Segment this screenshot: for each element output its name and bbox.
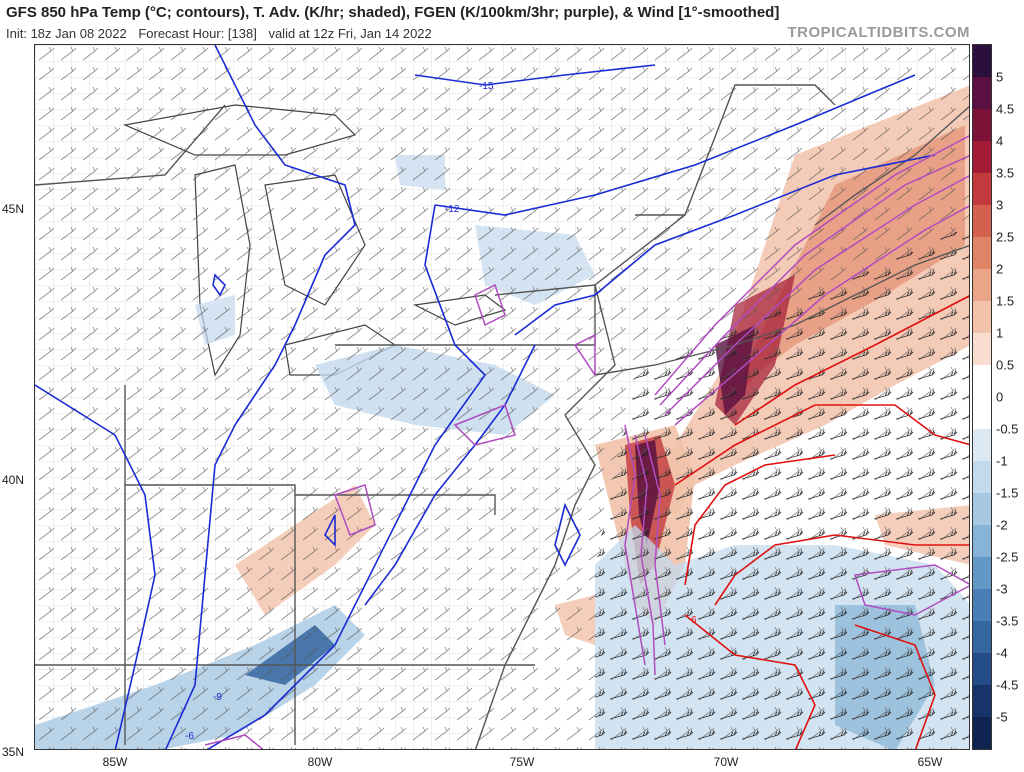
contour-label-minus9: -9	[213, 692, 222, 703]
color-scale-label: -3	[996, 581, 1008, 597]
color-scale-label: -5	[996, 709, 1008, 725]
color-scale-segment	[973, 461, 991, 494]
color-scale-label: -4	[996, 645, 1008, 661]
color-scale-segment	[973, 685, 991, 718]
color-scale-label: -4.5	[996, 677, 1019, 693]
lat-label-35n: 35N	[2, 745, 25, 759]
color-scale-label: 3.5	[996, 165, 1015, 181]
color-scale-label: 4	[996, 133, 1004, 149]
color-scale-label: 0.5	[996, 357, 1015, 373]
color-scale-label: -0.5	[996, 421, 1019, 437]
map-subtitle: Init: 18z Jan 08 2022 Forecast Hour: [13…	[6, 26, 440, 41]
weather-map: -15 -12 -9 -6 6	[34, 44, 970, 750]
color-scale-label: -2	[996, 517, 1008, 533]
color-scale-label: 3	[996, 197, 1004, 213]
color-scale-segment	[973, 109, 991, 142]
init-time: Init: 18z Jan 08 2022	[6, 26, 127, 41]
valid-time: valid at 12z Fri, Jan 14 2022	[268, 26, 432, 41]
color-scale-label: 0	[996, 389, 1004, 405]
frontogenesis-contours	[204, 135, 969, 749]
color-scale-segment	[973, 429, 991, 462]
contour-label-plus6: 6	[691, 615, 697, 626]
site-watermark: TROPICALTIDBITS.COM	[787, 24, 970, 41]
color-scale-label: -1.5	[996, 485, 1019, 501]
color-scale-label: -1	[996, 453, 1008, 469]
lat-label-45n: 45N	[2, 202, 25, 216]
lon-label-70w: 70W	[713, 755, 739, 769]
color-scale-segment	[973, 301, 991, 334]
contour-label-minus15: -15	[479, 81, 494, 92]
political-borders	[35, 84, 969, 749]
warm-temp-contours	[674, 295, 969, 749]
color-scale-label: 2.5	[996, 229, 1015, 245]
color-scale-label: 4.5	[996, 101, 1015, 117]
color-scale-segment	[973, 269, 991, 302]
forecast-hour: Forecast Hour: [138]	[138, 26, 257, 41]
lon-label-65w: 65W	[917, 755, 943, 769]
color-scale-segment	[973, 397, 991, 430]
color-scale-segment	[973, 365, 991, 398]
color-scale-segment	[973, 493, 991, 526]
color-scale-segment	[973, 77, 991, 110]
cold-temp-contours	[35, 45, 936, 749]
color-scale-segment	[973, 333, 991, 366]
color-scale-segment	[973, 621, 991, 654]
color-scale-segment	[973, 237, 991, 270]
color-scale-bar	[972, 44, 992, 750]
color-scale-segment	[973, 205, 991, 238]
color-scale-segment	[973, 589, 991, 622]
lon-label-85w: 85W	[102, 755, 128, 769]
contour-label-minus6: -6	[185, 731, 194, 742]
contour-label-minus12: -12	[445, 204, 460, 215]
color-scale-label: -3.5	[996, 613, 1019, 629]
color-scale-label: 2	[996, 261, 1004, 277]
color-scale-label: 5	[996, 69, 1004, 85]
lat-label-40n: 40N	[2, 473, 25, 487]
color-scale-label: 1	[996, 325, 1004, 341]
map-canvas: -15 -12 -9 -6 6	[35, 45, 969, 749]
color-scale-segment	[973, 557, 991, 590]
color-scale-segment	[973, 141, 991, 174]
lon-label-80w: 80W	[307, 755, 333, 769]
contour-labels: -15 -12 -9 -6 6	[185, 81, 697, 742]
color-scale-segment	[973, 45, 991, 78]
color-scale-segment	[973, 717, 991, 749]
map-header: GFS 850 hPa Temp (°C; contours), T. Adv.…	[0, 0, 1024, 44]
color-scale-segment	[973, 173, 991, 206]
color-scale-segment	[973, 525, 991, 558]
color-scale-label: -2.5	[996, 549, 1019, 565]
color-scale-segment	[973, 653, 991, 686]
map-title: GFS 850 hPa Temp (°C; contours), T. Adv.…	[6, 4, 780, 21]
color-scale-label: 1.5	[996, 293, 1015, 309]
lon-label-75w: 75W	[509, 755, 535, 769]
